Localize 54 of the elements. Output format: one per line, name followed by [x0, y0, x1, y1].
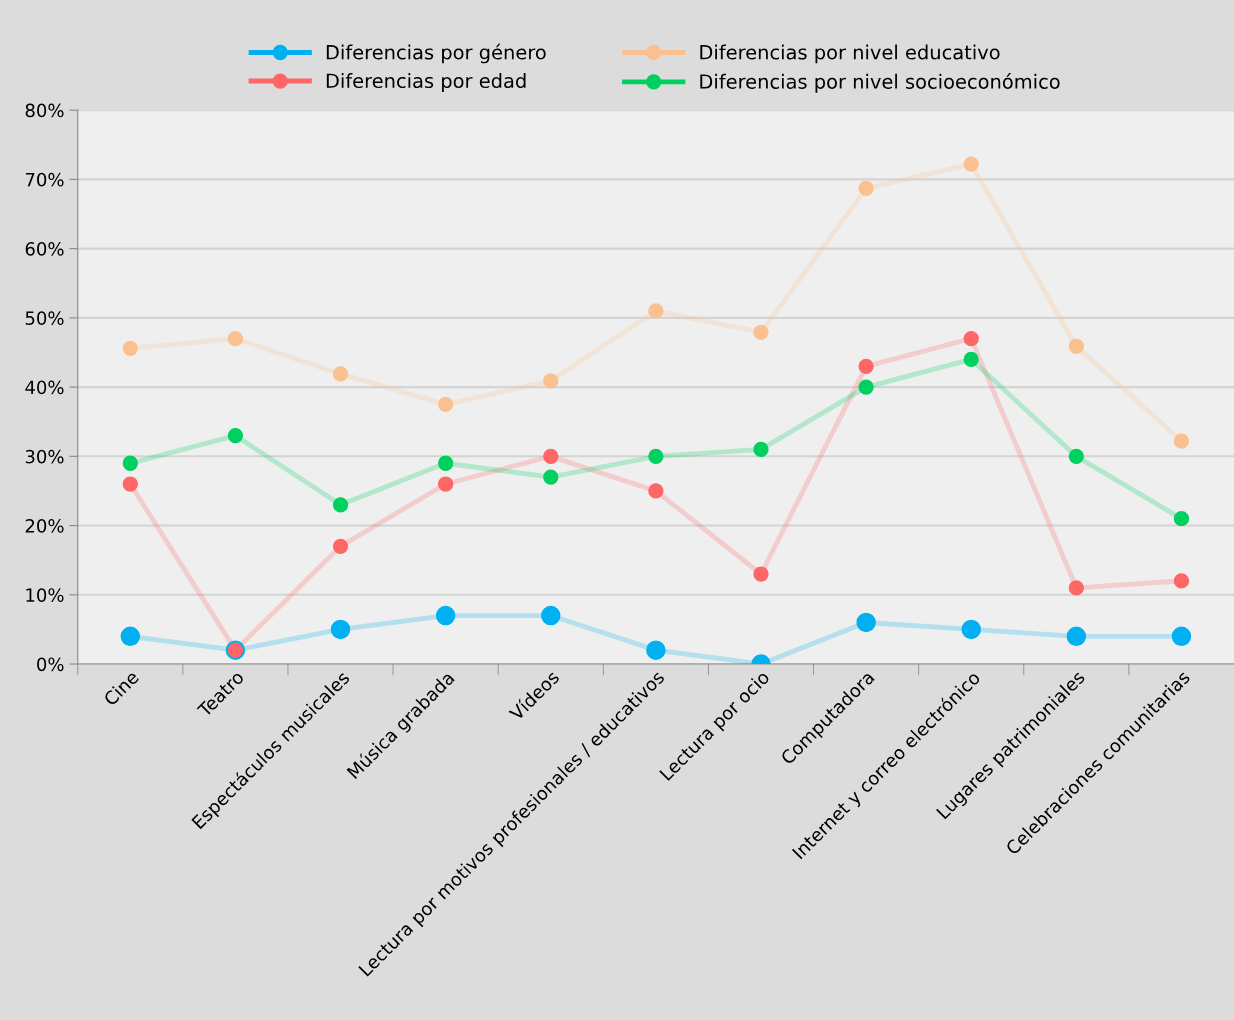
y-tick-label: 40%: [25, 380, 64, 395]
point: [122, 340, 138, 356]
point: [961, 619, 981, 640]
point: [332, 497, 349, 513]
point: [856, 612, 876, 633]
y-tick-label: 80%: [25, 103, 64, 118]
point: [648, 303, 664, 319]
point: [1068, 580, 1084, 596]
point: [1173, 510, 1190, 527]
point: [1173, 433, 1190, 449]
point: [438, 455, 454, 471]
point: [330, 619, 351, 640]
legend-label: Diferencias por género: [326, 43, 546, 64]
point: [753, 566, 769, 582]
point: [963, 351, 979, 368]
point: [332, 538, 349, 554]
point: [753, 324, 769, 341]
point: [648, 448, 664, 464]
point: [858, 358, 874, 374]
point: [438, 476, 454, 492]
point: [438, 396, 454, 413]
point: [543, 448, 559, 464]
y-tick-label: 10%: [26, 588, 64, 602]
point: [1066, 626, 1087, 647]
point: [648, 483, 664, 499]
point: [963, 330, 979, 347]
point: [1068, 338, 1084, 354]
point: [227, 330, 244, 347]
point: [122, 455, 138, 471]
point: [963, 156, 979, 172]
point: [646, 640, 666, 660]
legend-label: Diferencias por edad: [326, 73, 526, 92]
point: [1171, 626, 1192, 647]
point: [541, 605, 561, 626]
point: [227, 427, 244, 444]
point: [332, 366, 349, 382]
point: [753, 441, 769, 458]
y-tick-label: 20%: [25, 519, 64, 533]
y-tick-label: 60%: [25, 242, 64, 256]
point: [435, 605, 456, 626]
y-tick-label: 70%: [25, 172, 64, 187]
point: [1173, 573, 1190, 589]
point: [858, 379, 874, 395]
point: [543, 373, 559, 389]
point: [543, 469, 559, 485]
legend-label: Diferencias por nivel socioeconómico: [700, 73, 1060, 93]
point: [120, 626, 141, 647]
point: [1068, 448, 1084, 464]
point: [122, 476, 138, 492]
y-tick-label: 50%: [25, 311, 64, 325]
legend-label: Diferencias por nivel educativo: [700, 44, 1000, 64]
y-tick-label: 0%: [37, 657, 64, 672]
point: [858, 180, 874, 197]
y-tick-label: 30%: [25, 449, 64, 464]
